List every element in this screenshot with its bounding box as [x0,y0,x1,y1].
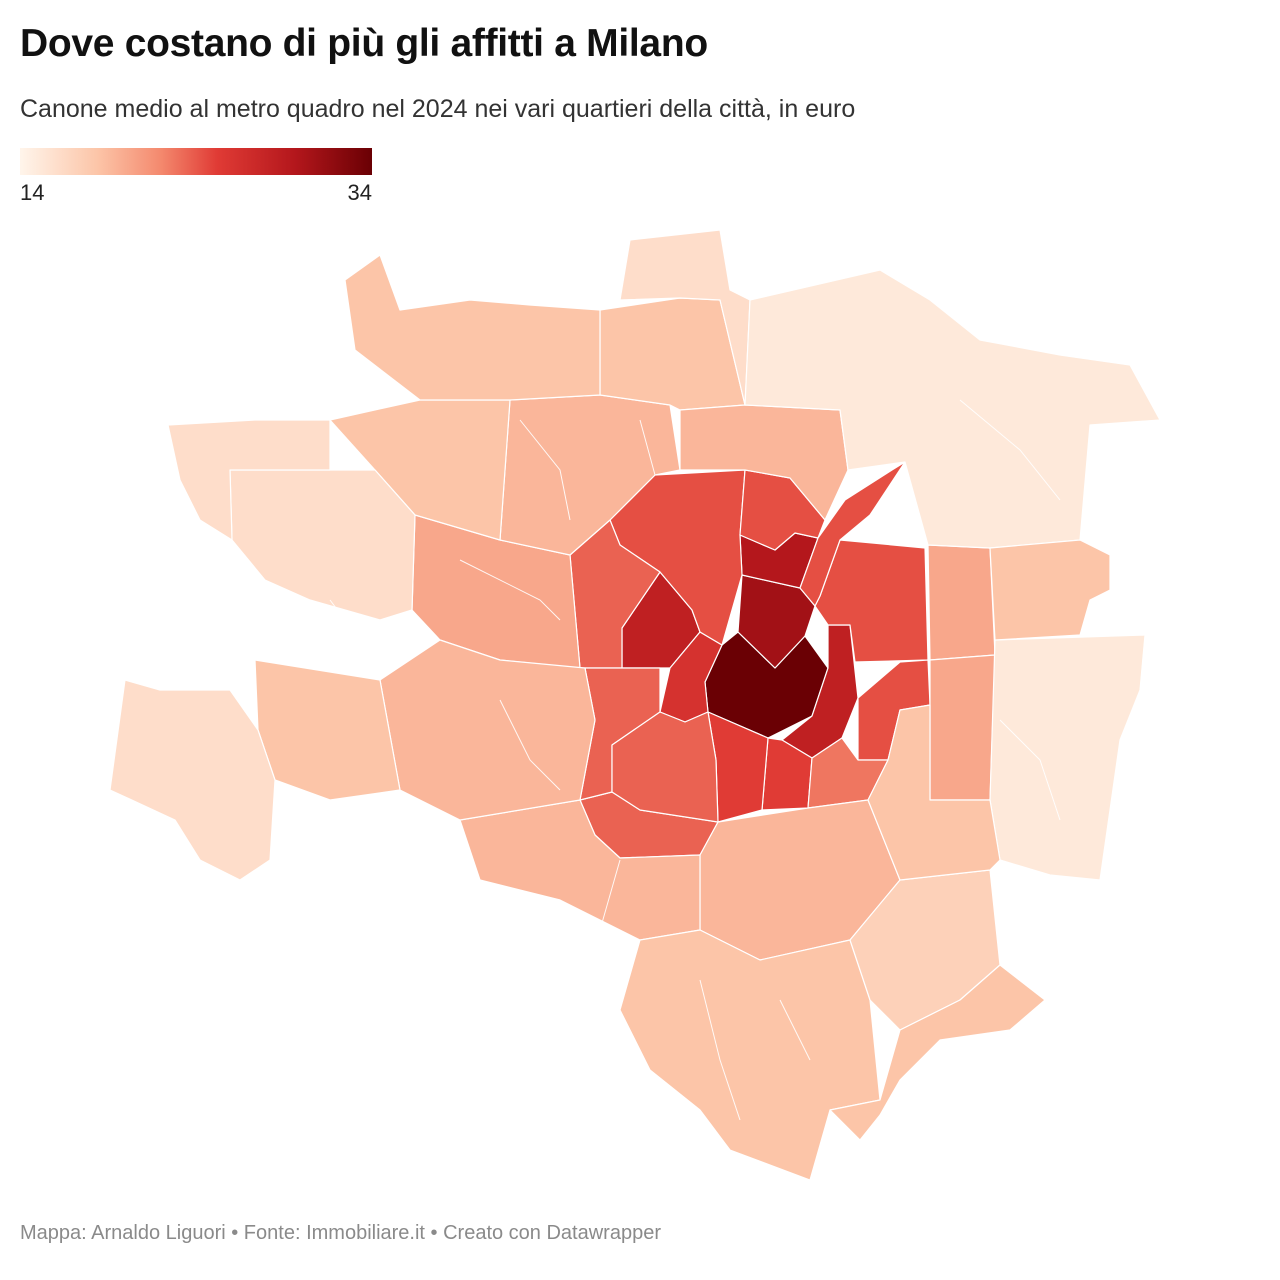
district-forlanini[interactable] [929,654,996,801]
district-parco-nord[interactable] [744,269,1161,549]
legend-gradient-bar [20,148,372,175]
district-figino[interactable] [167,419,331,541]
district-chiaravalle[interactable] [829,964,1046,1141]
district-gratosoglio[interactable] [619,929,881,1181]
district-parco-forlanini[interactable] [989,634,1146,881]
district-boundaries [329,399,1061,1121]
district-buenos-aires[interactable] [611,711,719,823]
district-rogoredo[interactable] [867,704,1001,881]
district-barona[interactable] [459,799,701,941]
district-baggio[interactable] [254,659,401,801]
map-subtitle: Canone medio al metro quadro nel 2024 ne… [20,95,856,123]
district-trenno[interactable] [109,679,276,881]
district-lorenteggio[interactable] [379,639,596,821]
district-crescenzago[interactable] [989,539,1111,641]
legend-max-label: 34 [347,180,372,205]
district-quarto-cagnino[interactable] [229,469,416,621]
source-credit: Mappa: Arnaldo Liguori • Fonte: Immobili… [20,1222,661,1244]
color-legend: 14 34 [20,148,372,208]
district-quarto-oggiaro[interactable] [344,254,601,401]
legend-min-label: 14 [20,180,45,205]
district-lambrate[interactable] [927,544,996,661]
map-title: Dove costano di più gli affitti a Milano [20,22,708,65]
